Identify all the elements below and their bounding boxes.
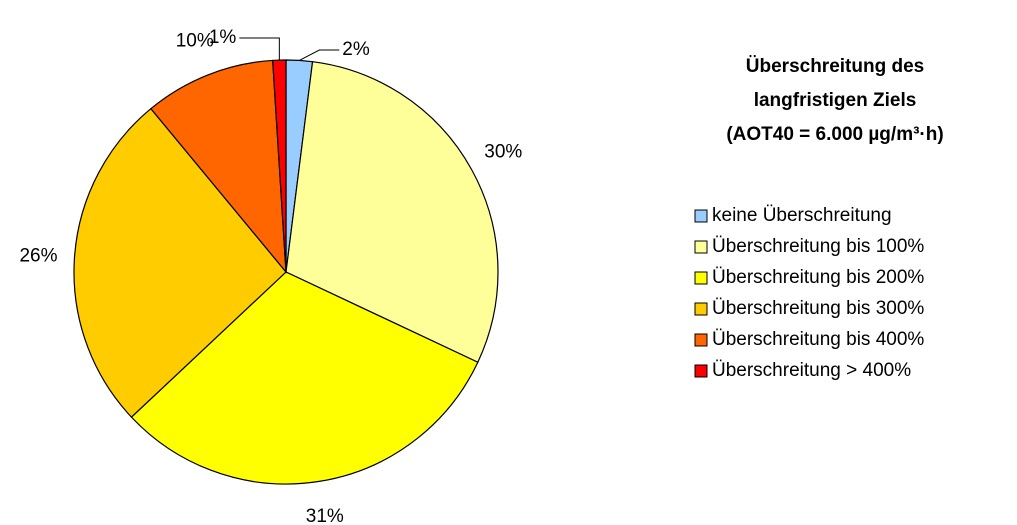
legend-swatch: [694, 271, 708, 285]
legend-swatch: [694, 302, 708, 316]
legend-label: Überschreitung bis 400%: [712, 329, 924, 350]
chart-title: (AOT40 = 6.000 µg/m³·h): [726, 124, 943, 145]
pie-slice: [150, 59, 287, 274]
chart-title: Überschreitung des: [746, 56, 924, 77]
legend-swatch: [694, 209, 708, 223]
legend-label: Überschreitung bis 100%: [712, 236, 924, 257]
data-label: 26%: [19, 245, 57, 266]
leader-line: [299, 49, 340, 61]
legend-swatch: [694, 333, 708, 347]
pie-slice: [130, 271, 479, 485]
legend-label: Überschreitung bis 200%: [712, 267, 924, 288]
data-label: 2%: [342, 39, 370, 60]
legend-label: Überschreitung > 400%: [712, 360, 911, 381]
data-label: 10%: [176, 30, 214, 51]
data-label: 31%: [306, 506, 344, 525]
data-label: 30%: [484, 142, 522, 163]
pie-slice: [73, 107, 287, 418]
legend-swatch: [694, 240, 708, 254]
leader-line: [239, 37, 280, 61]
legend-label: Überschreitung bis 300%: [712, 298, 924, 319]
legend-label: keine Überschreitung: [712, 205, 892, 226]
chart-title: langfristigen Ziels: [754, 90, 917, 111]
legend-swatch: [694, 364, 708, 378]
pie-slice: [285, 61, 499, 364]
data-label: 1%: [209, 27, 237, 48]
